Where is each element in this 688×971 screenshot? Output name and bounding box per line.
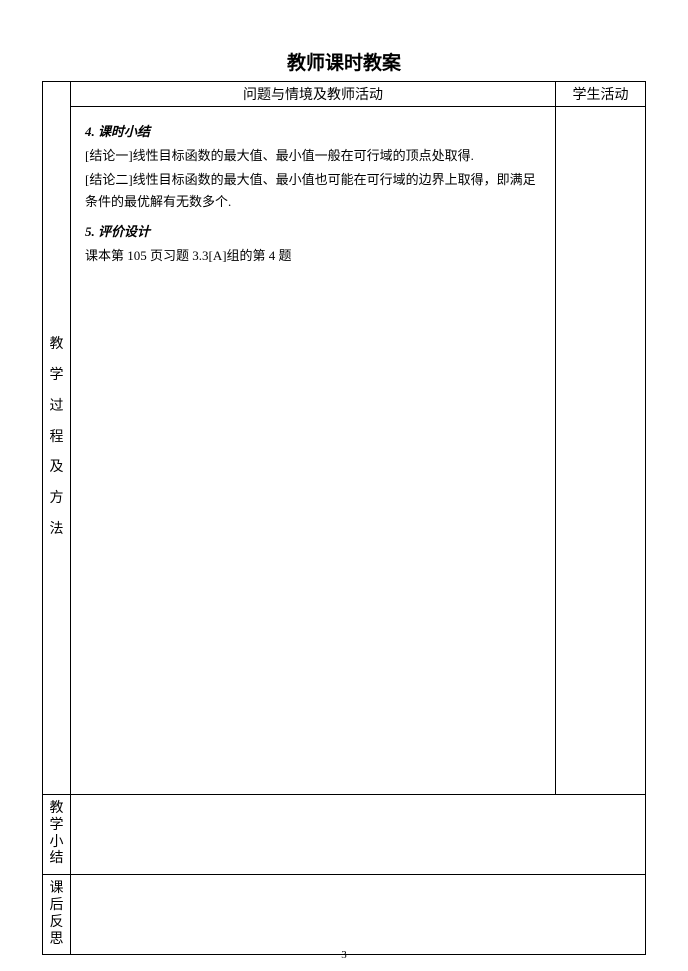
side-label-process: 教学过程及方法: [43, 82, 71, 795]
side-label-summary-text: 教学小结: [50, 801, 64, 868]
page-number: 3: [0, 949, 688, 961]
section5-line1: 课本第 105 页习题 3.3[A]组的第 4 题: [85, 245, 541, 267]
main-row: 4. 课时小结 [结论一]线性目标函数的最大值、最小值一般在可行域的顶点处取得.…: [43, 107, 646, 795]
section5-heading: 5. 评价设计: [85, 221, 541, 243]
page: 教师课时教案 教学过程及方法 问题与情境及教师活动 学生活动 4. 课时小结 […: [0, 0, 688, 971]
lesson-plan-table: 教学过程及方法 问题与情境及教师活动 学生活动 4. 课时小结 [结论一]线性目…: [42, 81, 646, 955]
content-cell: 4. 课时小结 [结论一]线性目标函数的最大值、最小值一般在可行域的顶点处取得.…: [71, 107, 556, 795]
summary-cell: [71, 795, 646, 875]
header-row: 教学过程及方法 问题与情境及教师活动 学生活动: [43, 82, 646, 107]
side-label-reflect: 课后反思: [43, 875, 71, 955]
section4-heading: 4. 课时小结: [85, 121, 541, 143]
student-activity-cell: [556, 107, 646, 795]
col-header-activity: 学生活动: [556, 82, 646, 107]
side-label-summary: 教学小结: [43, 795, 71, 875]
summary-row: 教学小结: [43, 795, 646, 875]
side-label-process-text: 教学过程及方法: [50, 330, 64, 546]
side-label-reflect-text: 课后反思: [50, 881, 64, 948]
section4-line2: [结论二]线性目标函数的最大值、最小值也可能在可行域的边界上取得，即满足条件的最…: [85, 169, 541, 213]
reflect-cell: [71, 875, 646, 955]
page-title: 教师课时教案: [42, 48, 646, 75]
col-header-main: 问题与情境及教师活动: [71, 82, 556, 107]
section4-line1: [结论一]线性目标函数的最大值、最小值一般在可行域的顶点处取得.: [85, 145, 541, 167]
reflect-row: 课后反思: [43, 875, 646, 955]
